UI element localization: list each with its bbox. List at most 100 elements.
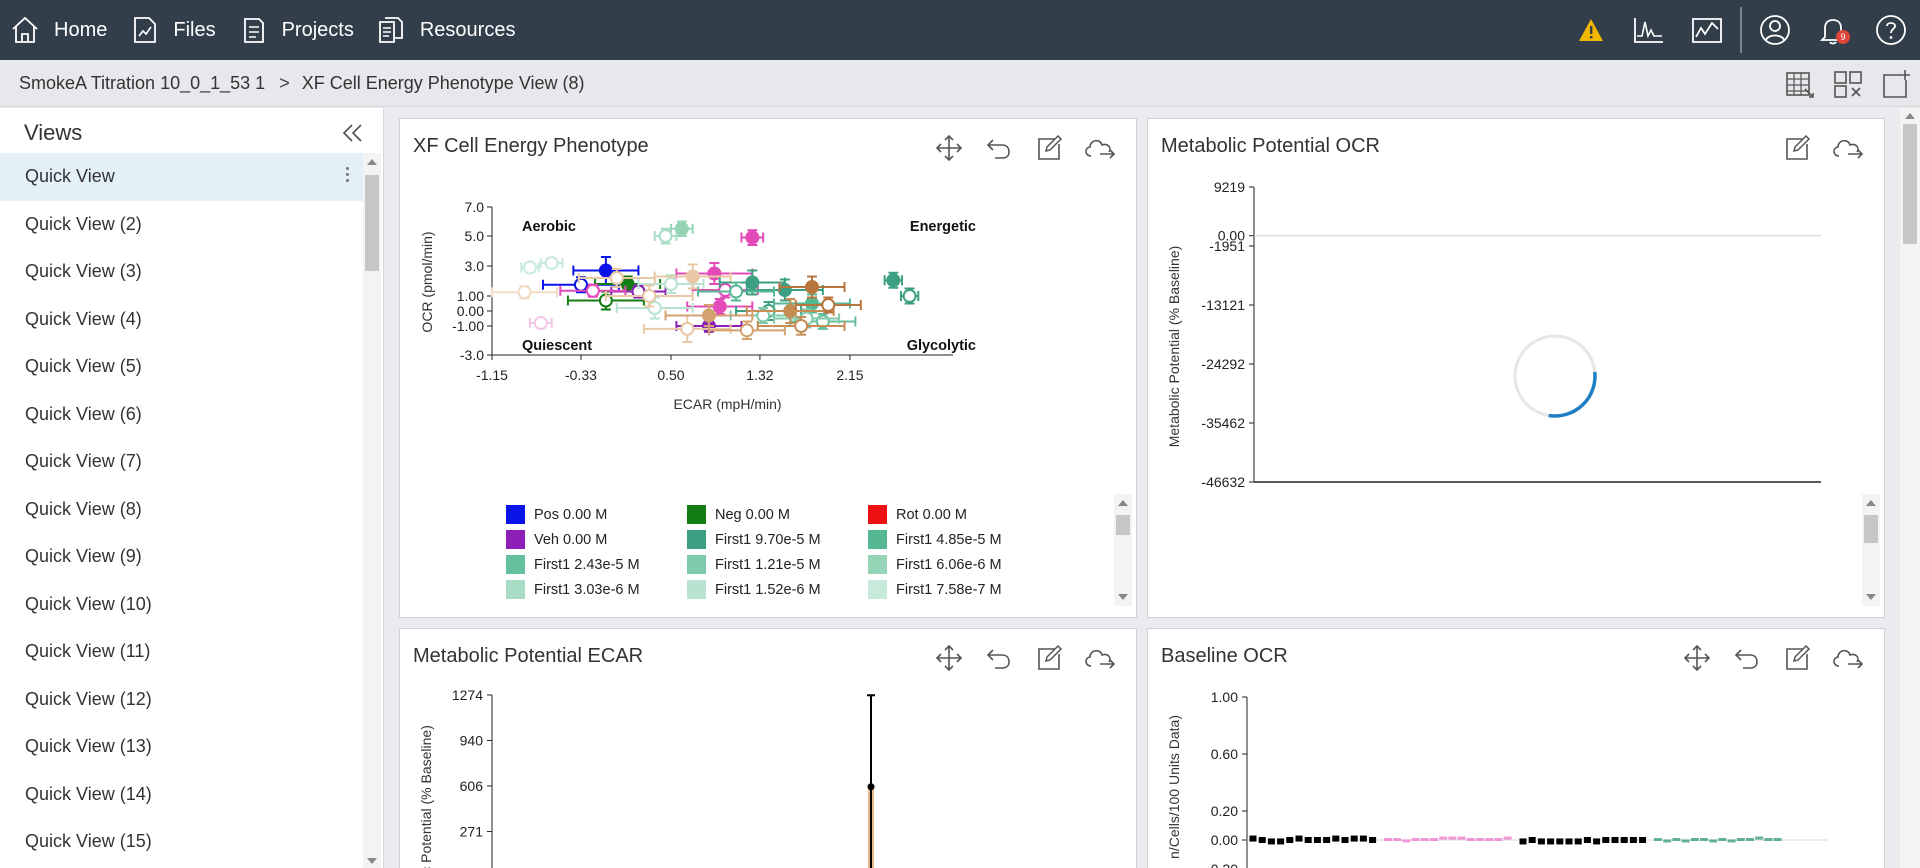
bell-icon	[1819, 19, 1847, 45]
scatter-marker	[544, 256, 559, 270]
view-item[interactable]: Quick View (14)	[0, 771, 364, 819]
data-bar	[1700, 838, 1708, 841]
data-point	[664, 304, 754, 327]
main-scrollbar[interactable]	[1900, 108, 1920, 868]
legend-entry[interactable]: First1 2.43e-5 M	[506, 555, 687, 574]
nav-home[interactable]: Home	[0, 0, 119, 60]
legend-swatch	[506, 580, 525, 599]
move-button[interactable]	[924, 643, 974, 673]
scrollbar-thumb[interactable]	[1903, 124, 1917, 244]
cloud-export-button[interactable]	[1074, 643, 1124, 673]
legend-entry[interactable]: First1 1.21e-5 M	[687, 555, 868, 574]
view-item[interactable]: Quick View (13)	[0, 723, 364, 771]
scatter-marker	[573, 277, 588, 292]
x-tick-label: 1.32	[746, 367, 773, 383]
more-options-icon[interactable]	[346, 167, 350, 185]
data-marker	[1286, 837, 1294, 843]
undo-icon	[986, 139, 1010, 159]
view-item[interactable]: Quick View (10)	[0, 581, 364, 629]
data-marker	[1295, 835, 1303, 842]
move-button[interactable]	[1672, 643, 1722, 673]
collapse-sidebar-button[interactable]	[340, 122, 366, 144]
view-item[interactable]: Quick View (6)	[0, 391, 364, 439]
legend-entry[interactable]: First1 4.85e-5 M	[868, 530, 1026, 549]
data-point	[653, 227, 678, 245]
view-item[interactable]: Quick View (5)	[0, 343, 364, 391]
x-tick-label: -0.33	[565, 367, 597, 383]
scatter-marker	[658, 229, 673, 243]
analysis-button[interactable]	[1678, 0, 1736, 60]
legend-entry[interactable]: Neg 0.00 M	[687, 505, 868, 524]
help-button[interactable]	[1862, 0, 1920, 60]
scroll-down-arrow-icon[interactable]	[1866, 594, 1876, 600]
breadcrumb-project[interactable]: SmokeA Titration 10_0_1_53 1	[19, 72, 266, 93]
cloud-export-button[interactable]	[1074, 133, 1124, 163]
cloud-export-button[interactable]	[1822, 133, 1872, 163]
view-item[interactable]: Quick View (11)	[0, 628, 364, 676]
view-item[interactable]: Quick View (15)	[0, 818, 364, 866]
quadrant-label-quiescent: Quiescent	[522, 338, 592, 354]
panel-scrollbar[interactable]	[1862, 494, 1880, 606]
views-list: Quick View Quick View (2) Quick View (3)…	[0, 153, 364, 866]
view-item[interactable]: Quick View (12)	[0, 676, 364, 724]
legend-entry[interactable]: First1 6.06e-6 M	[868, 555, 1026, 574]
layout-grid-button[interactable]	[1824, 60, 1872, 107]
undo-button[interactable]	[974, 643, 1024, 673]
y-tick-label: 7.0	[465, 199, 485, 215]
legend-entry[interactable]: Rot 0.00 M	[868, 505, 1026, 524]
scroll-up-arrow-icon[interactable]	[1905, 113, 1915, 119]
scroll-up-arrow-icon[interactable]	[1866, 500, 1876, 506]
view-item[interactable]: Quick View	[0, 153, 364, 201]
legend-label: First1 1.52e-6 M	[715, 581, 821, 598]
scrollbar-thumb[interactable]	[1116, 515, 1130, 535]
edit-button[interactable]	[1772, 643, 1822, 673]
undo-button[interactable]	[1722, 643, 1772, 673]
data-point	[539, 256, 564, 270]
warning-button[interactable]	[1562, 0, 1620, 60]
view-item[interactable]: Quick View (4)	[0, 296, 364, 344]
scrollbar-thumb[interactable]	[365, 175, 379, 271]
scroll-up-arrow-icon[interactable]	[1118, 500, 1128, 506]
user-button[interactable]	[1746, 0, 1804, 60]
scroll-down-arrow-icon[interactable]	[367, 858, 377, 864]
legend-entry[interactable]: First1 7.58e-7 M	[868, 580, 1026, 599]
data-bar	[1681, 839, 1690, 843]
view-item[interactable]: Quick View (8)	[0, 486, 364, 534]
legend-entry[interactable]: First1 1.52e-6 M	[687, 580, 868, 599]
legend-scrollbar[interactable]	[1114, 494, 1132, 606]
data-marker	[1267, 838, 1275, 845]
view-item-label: Quick View	[25, 166, 115, 187]
legend-swatch	[868, 555, 887, 574]
edit-button[interactable]	[1772, 133, 1822, 163]
legend-entry[interactable]: Pos 0.00 M	[506, 505, 687, 524]
scroll-up-arrow-icon[interactable]	[367, 159, 377, 165]
edit-button[interactable]	[1024, 133, 1074, 163]
data-marker	[1593, 838, 1601, 845]
nav-projects[interactable]: Projects	[228, 0, 366, 60]
view-item[interactable]: Quick View (7)	[0, 438, 364, 486]
sidebar-scrollbar[interactable]	[363, 153, 381, 868]
scrollbar-thumb[interactable]	[1864, 515, 1878, 543]
nav-resources[interactable]: Resources	[366, 0, 528, 60]
data-point	[883, 271, 904, 289]
waveform-button[interactable]	[1620, 0, 1678, 60]
legend-swatch	[868, 580, 887, 599]
legend-entry[interactable]: First1 3.03e-6 M	[506, 580, 687, 599]
move-button[interactable]	[924, 133, 974, 163]
data-bar	[1402, 839, 1411, 843]
undo-button[interactable]	[974, 133, 1024, 163]
view-item[interactable]: Quick View (3)	[0, 248, 364, 296]
legend-entry[interactable]: First1 9.70e-5 M	[687, 530, 868, 549]
table-view-button[interactable]	[1776, 60, 1824, 107]
legend-label: Pos 0.00 M	[534, 506, 608, 523]
notifications-button[interactable]: 9	[1804, 0, 1862, 60]
legend-entry[interactable]: Veh 0.00 M	[506, 530, 687, 549]
edit-button[interactable]	[1024, 643, 1074, 673]
scatter-marker	[886, 273, 901, 288]
scroll-down-arrow-icon[interactable]	[1118, 594, 1128, 600]
nav-files[interactable]: Files	[119, 0, 227, 60]
add-view-button[interactable]	[1872, 60, 1920, 107]
view-item[interactable]: Quick View (9)	[0, 533, 364, 581]
cloud-export-button[interactable]	[1822, 643, 1872, 673]
view-item[interactable]: Quick View (2)	[0, 201, 364, 249]
